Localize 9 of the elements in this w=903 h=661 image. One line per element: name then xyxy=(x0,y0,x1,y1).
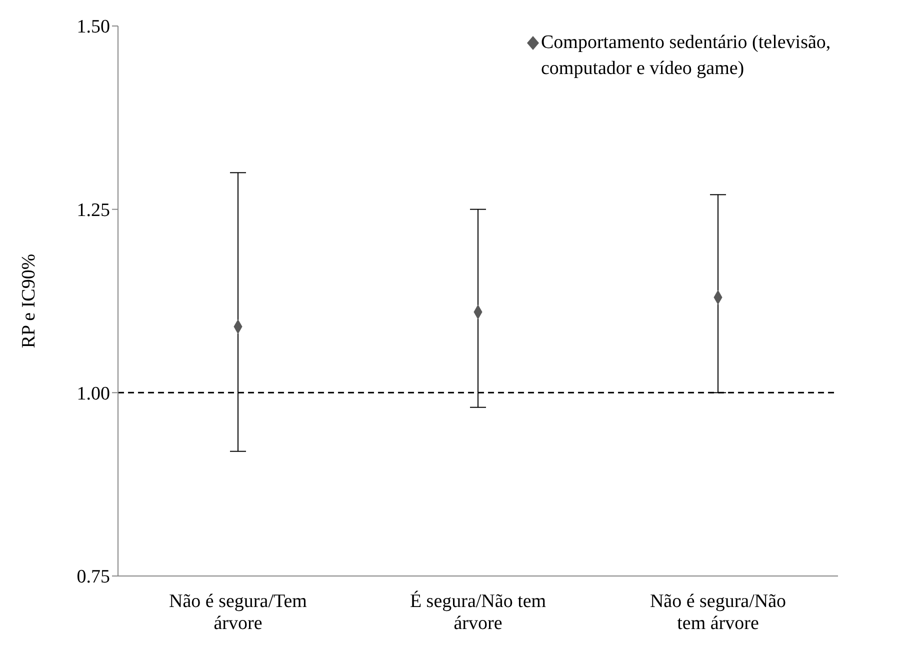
y-tick-label: 1.50 xyxy=(76,16,110,38)
legend-label: Comportamento sedentário (televisão, computador e vídeo game) xyxy=(541,31,832,81)
x-tick-label: Não é segura/Não tem árvore xyxy=(650,591,786,634)
y-axis-title: RP e IC90% xyxy=(18,254,40,348)
x-tick-label: É segura/Não tem árvore xyxy=(410,590,546,634)
y-tick-label: 0.75 xyxy=(76,566,110,588)
y-tick-label: 1.00 xyxy=(76,383,110,404)
x-tick-label: Não é segura/Tem árvore xyxy=(169,591,308,634)
y-tick-label: 1.25 xyxy=(76,200,110,222)
